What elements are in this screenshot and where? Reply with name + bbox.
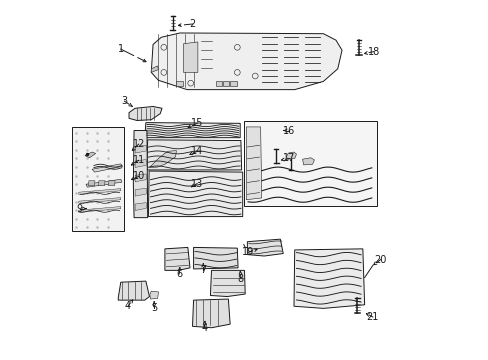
Polygon shape	[176, 81, 183, 86]
Polygon shape	[148, 171, 242, 217]
Text: 5: 5	[151, 303, 157, 314]
Polygon shape	[72, 127, 124, 231]
Polygon shape	[86, 179, 122, 187]
Text: 12: 12	[132, 139, 144, 149]
Polygon shape	[79, 207, 121, 212]
Polygon shape	[230, 81, 236, 86]
Polygon shape	[286, 152, 296, 159]
Polygon shape	[108, 181, 115, 186]
Text: 15: 15	[191, 118, 203, 128]
Polygon shape	[244, 121, 376, 206]
Text: 14: 14	[191, 146, 203, 156]
Polygon shape	[99, 181, 105, 186]
Polygon shape	[135, 145, 146, 153]
Text: 6: 6	[176, 269, 182, 279]
Polygon shape	[164, 247, 190, 270]
Polygon shape	[247, 239, 283, 256]
Text: 11: 11	[132, 155, 144, 165]
Polygon shape	[293, 249, 364, 309]
Polygon shape	[135, 174, 146, 182]
Text: 2: 2	[189, 19, 195, 29]
Polygon shape	[149, 291, 158, 299]
Polygon shape	[118, 281, 149, 300]
Polygon shape	[151, 66, 158, 72]
Text: 20: 20	[374, 255, 386, 265]
Text: 8: 8	[237, 274, 244, 284]
Polygon shape	[192, 299, 230, 328]
Polygon shape	[193, 247, 238, 269]
Text: 1: 1	[118, 44, 123, 54]
Text: 17: 17	[283, 153, 295, 163]
Polygon shape	[210, 270, 244, 297]
Polygon shape	[183, 42, 198, 72]
Text: 4: 4	[201, 323, 207, 333]
Polygon shape	[135, 203, 146, 211]
Polygon shape	[246, 127, 261, 200]
Polygon shape	[144, 123, 240, 138]
Polygon shape	[92, 164, 122, 172]
Polygon shape	[79, 189, 121, 194]
Text: 4: 4	[124, 301, 131, 311]
Text: 18: 18	[366, 46, 379, 57]
Polygon shape	[129, 107, 162, 121]
Polygon shape	[147, 140, 241, 170]
Text: 10: 10	[132, 171, 144, 181]
Text: 16: 16	[283, 126, 295, 135]
Text: 9: 9	[76, 204, 82, 214]
Polygon shape	[215, 81, 222, 86]
Polygon shape	[85, 152, 96, 158]
Polygon shape	[135, 159, 146, 167]
Polygon shape	[302, 158, 314, 165]
Polygon shape	[79, 198, 121, 203]
Text: 21: 21	[366, 312, 378, 322]
Text: 3: 3	[121, 96, 127, 106]
Text: 7: 7	[200, 265, 206, 275]
Polygon shape	[151, 33, 341, 90]
Polygon shape	[135, 188, 146, 196]
Text: 19: 19	[242, 247, 254, 257]
Polygon shape	[149, 150, 176, 167]
Text: 13: 13	[191, 179, 203, 189]
Polygon shape	[133, 131, 147, 218]
Polygon shape	[88, 181, 95, 186]
Polygon shape	[223, 81, 229, 86]
